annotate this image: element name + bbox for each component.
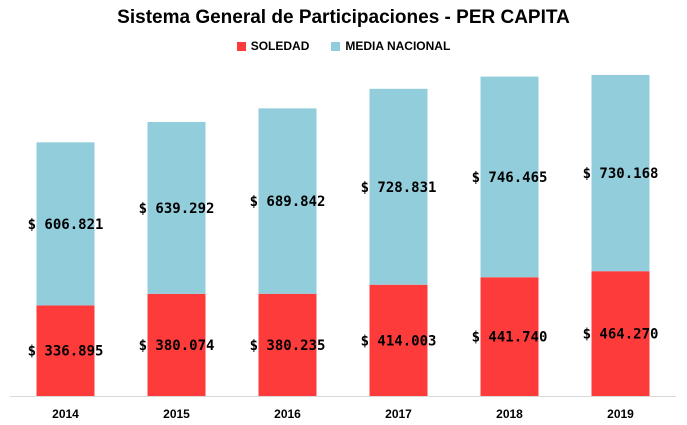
data-label-soledad-2019: $ 464.270 <box>583 327 659 343</box>
x-tick-label-2016: 2016 <box>274 407 301 421</box>
data-label-media-nacional-2016: $ 689.842 <box>250 194 326 210</box>
bar-media-nacional-2018 <box>480 76 539 278</box>
bar-media-nacional-2017 <box>369 88 428 285</box>
data-label-soledad-2014: $ 336.895 <box>28 344 104 360</box>
chart-title: Sistema General de Participaciones - PER… <box>117 7 570 28</box>
bar-soledad-2015 <box>147 293 206 396</box>
legend-item-media-nacional: MEDIA NACIONAL <box>331 39 450 53</box>
x-tick-label-2014: 2014 <box>52 407 79 421</box>
x-tick-label-2015: 2015 <box>163 407 190 421</box>
bar-soledad-2018 <box>480 277 539 396</box>
data-label-media-nacional-2015: $ 639.292 <box>139 201 215 217</box>
data-label-media-nacional-2019: $ 730.168 <box>583 166 659 182</box>
data-label-soledad-2015: $ 380.074 <box>139 338 215 354</box>
legend-swatch-soledad <box>236 41 246 51</box>
data-label-media-nacional-2017: $ 728.831 <box>361 180 437 196</box>
x-tick-label-2017: 2017 <box>385 407 412 421</box>
x-tick-label-2018: 2018 <box>496 407 523 421</box>
bar-soledad-2017 <box>369 284 428 396</box>
legend-label-soledad: SOLEDAD <box>250 39 310 53</box>
legend-label-media-nacional: MEDIA NACIONAL <box>345 39 451 53</box>
legend: SOLEDAD MEDIA NACIONAL <box>0 39 687 53</box>
x-tick-label-2019: 2019 <box>607 407 634 421</box>
data-label-soledad-2017: $ 414.003 <box>361 333 437 349</box>
data-label-soledad-2018: $ 441.740 <box>472 330 548 346</box>
bar-media-nacional-2014 <box>36 142 95 306</box>
bar-media-nacional-2019 <box>591 74 650 272</box>
legend-item-soledad: SOLEDAD <box>236 39 310 53</box>
bar-soledad-2014 <box>36 305 95 396</box>
data-label-media-nacional-2018: $ 746.465 <box>472 170 548 186</box>
bar-media-nacional-2016 <box>258 108 317 294</box>
bar-media-nacional-2015 <box>147 121 206 294</box>
data-label-soledad-2016: $ 380.235 <box>250 338 326 354</box>
data-label-media-nacional-2014: $ 606.821 <box>28 217 104 233</box>
bar-soledad-2019 <box>591 271 650 396</box>
bar-soledad-2016 <box>258 293 317 396</box>
legend-swatch-media-nacional <box>331 41 341 51</box>
